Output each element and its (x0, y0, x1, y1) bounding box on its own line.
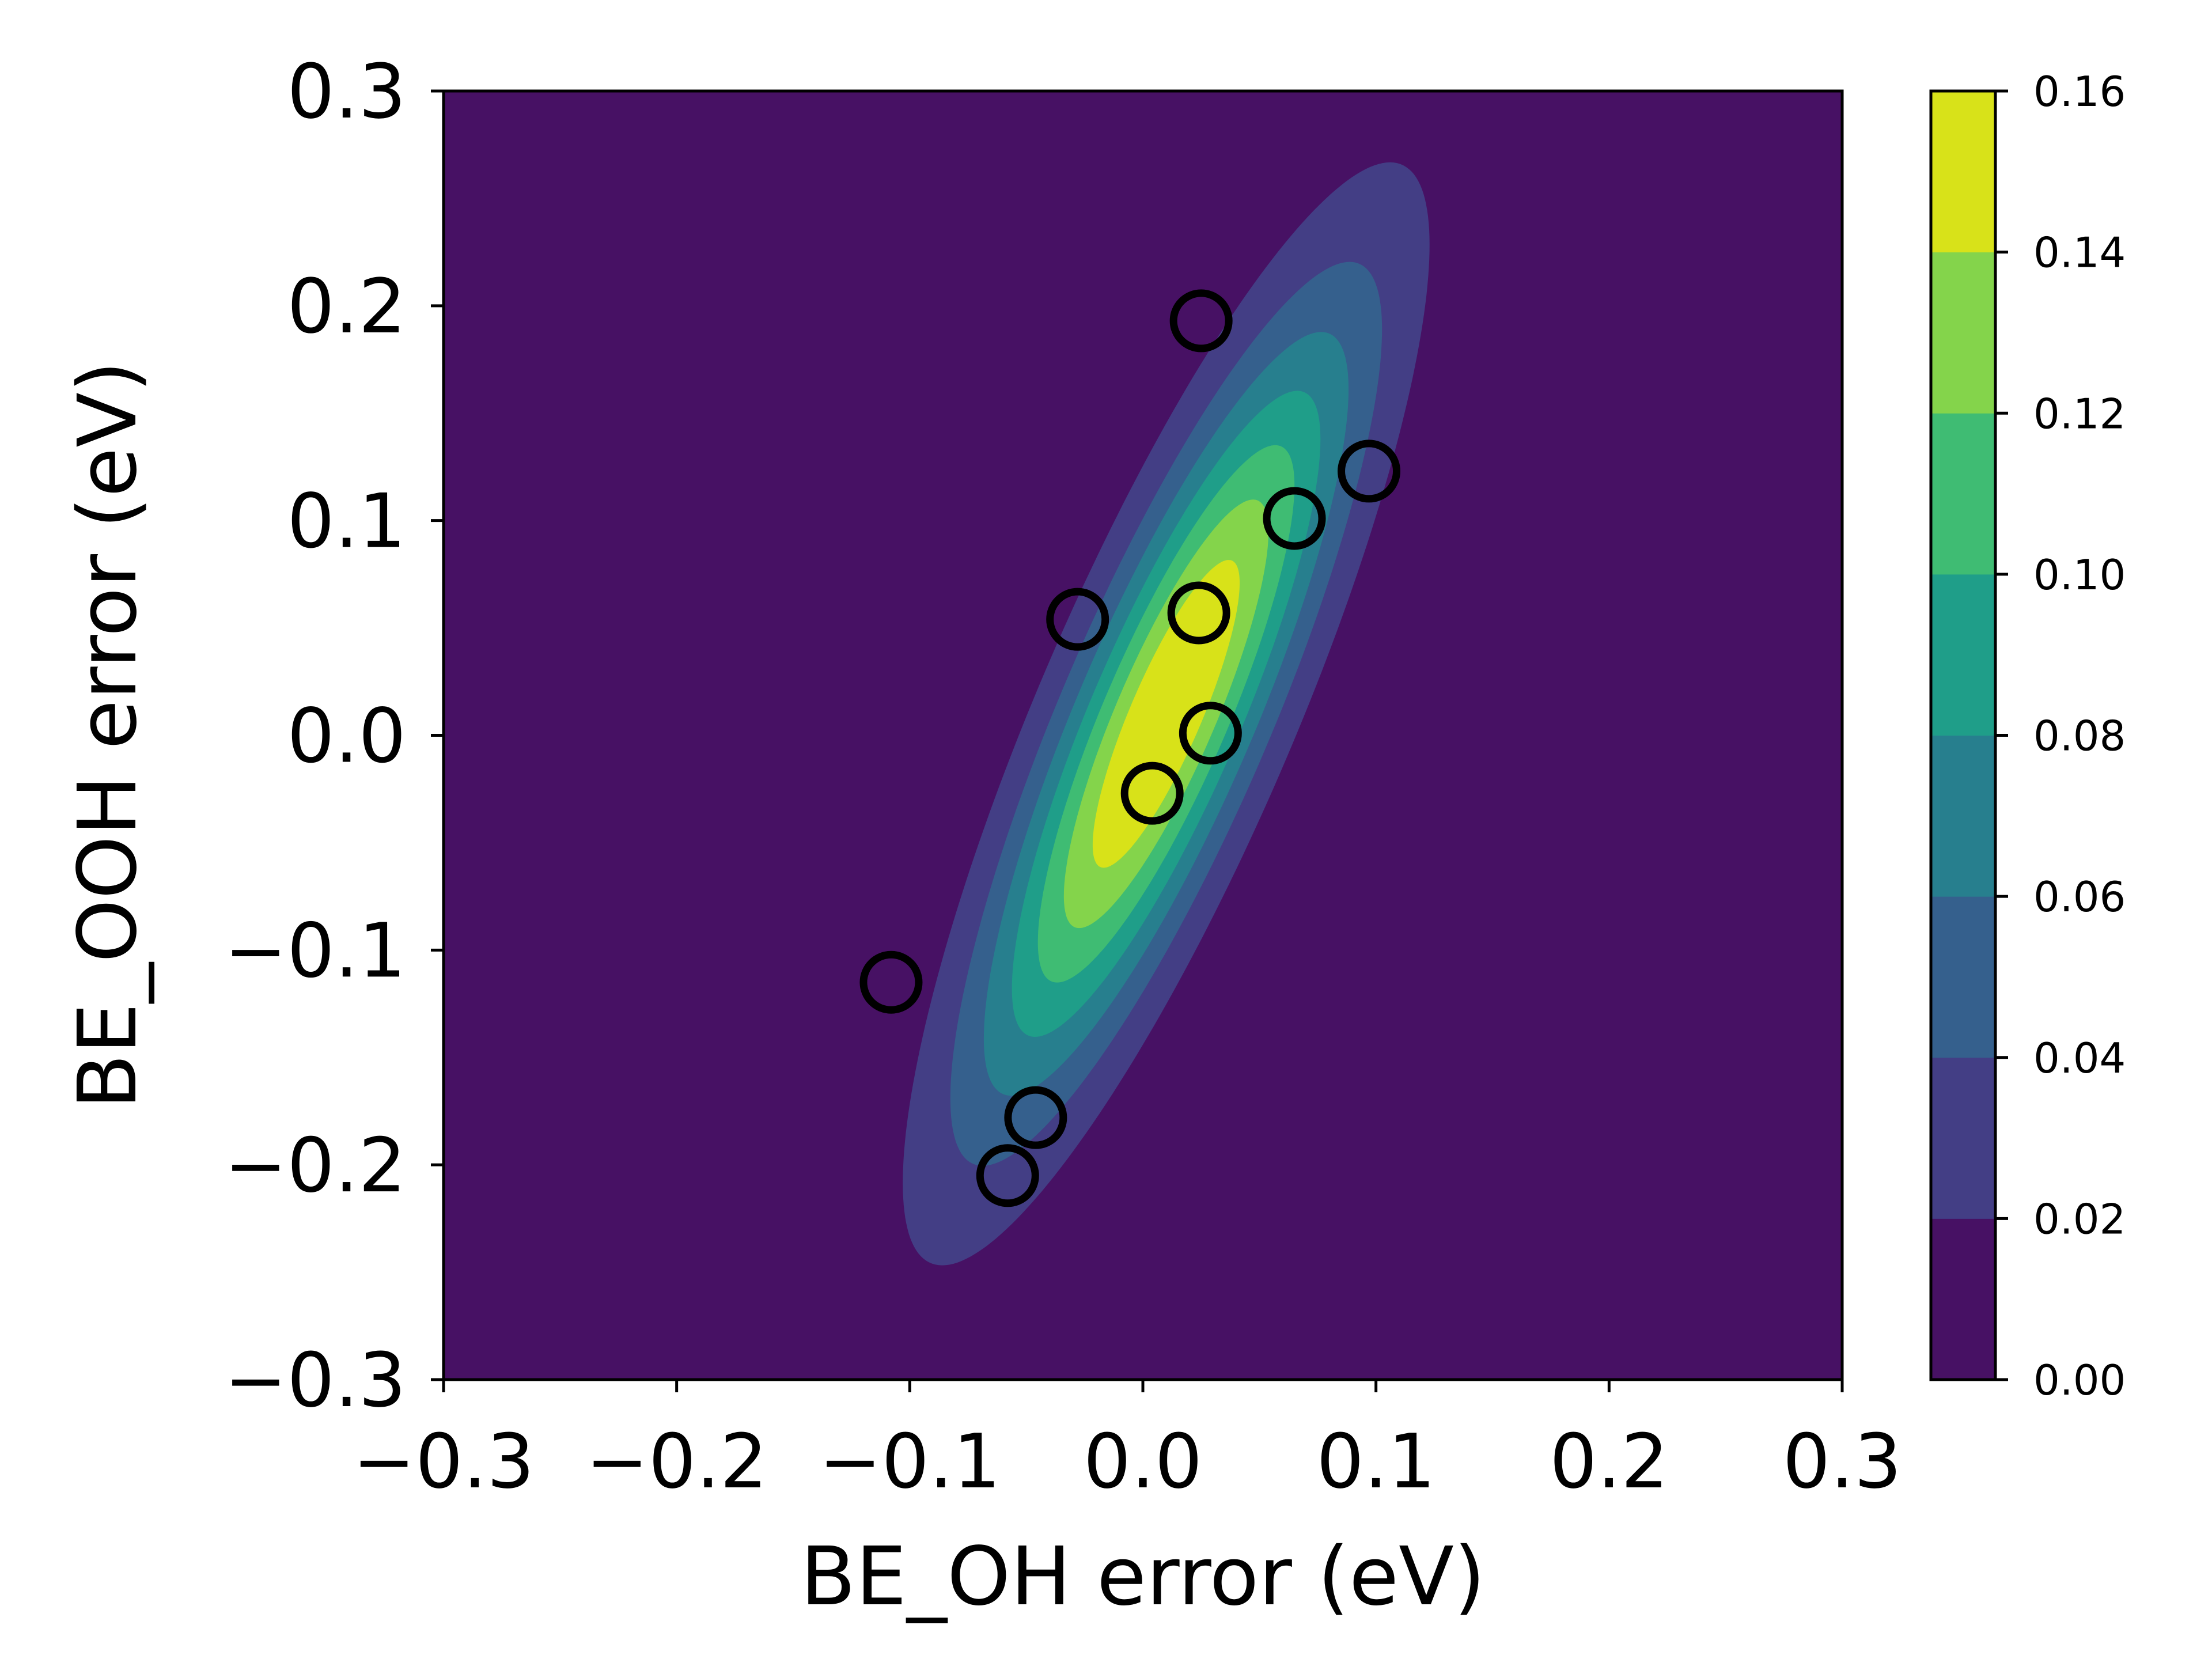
colorbar-tick-label: 0.04 (2033, 1034, 2126, 1082)
y-tick-label: −0.2 (224, 1122, 406, 1209)
x-tick-label: −0.1 (819, 1418, 1001, 1505)
y-axis-label: BE_OOH error (eV) (61, 361, 155, 1109)
colorbar-tick-label: 0.06 (2033, 873, 2126, 921)
colorbar-band (1931, 735, 1995, 897)
contour-fills (903, 162, 1430, 1266)
x-axis: −0.3 −0.2 −0.1 0.0 0.1 0.2 0.3 (353, 1380, 1902, 1505)
x-tick-label: 0.3 (1783, 1418, 1902, 1505)
colorbar (1931, 91, 1995, 1380)
x-tick-label: 0.1 (1316, 1418, 1435, 1505)
y-tick-label: 0.1 (287, 478, 406, 565)
colorbar-tick-label: 0.16 (2033, 67, 2126, 116)
y-tick-label: −0.1 (224, 907, 406, 994)
colorbar-band (1931, 1057, 1995, 1219)
colorbar-band (1931, 1218, 1995, 1380)
x-tick-label: −0.3 (353, 1418, 535, 1505)
data-point (1338, 440, 1401, 503)
colorbar-tick-label: 0.10 (2033, 551, 2126, 599)
colorbar-tick-label: 0.08 (2033, 712, 2126, 760)
data-point (859, 950, 923, 1014)
data-point (1046, 588, 1109, 651)
colorbar-band (1931, 252, 1995, 414)
data-point (1169, 289, 1233, 353)
colorbar-tick-label: 0.02 (2033, 1195, 2126, 1243)
data-point (1263, 487, 1326, 550)
y-axis: −0.3 −0.2 −0.1 0.0 0.1 0.2 0.3 (224, 48, 444, 1424)
data-point (1004, 1086, 1067, 1149)
data-points (859, 289, 1401, 1207)
data-point (1179, 702, 1242, 765)
colorbar-tick-label: 0.14 (2033, 229, 2126, 277)
y-tick-label: 0.3 (287, 48, 406, 135)
x-tick-label: 0.2 (1550, 1418, 1669, 1505)
y-tick-label: 0.2 (287, 263, 406, 350)
colorbar-band (1931, 896, 1995, 1058)
x-axis-label: BE_OH error (eV) (800, 1530, 1485, 1624)
colorbar-ticks: 0.00 0.02 0.04 0.06 0.08 0.10 0.12 0.14 0.16 (1995, 67, 2126, 1404)
data-point (976, 1144, 1039, 1207)
colorbar-tick-label: 0.00 (2033, 1356, 2126, 1404)
x-tick-label: 0.0 (1084, 1418, 1203, 1505)
y-tick-label: 0.0 (287, 692, 406, 780)
y-tick-label: −0.3 (224, 1336, 406, 1424)
data-point (1120, 762, 1184, 825)
data-point (1167, 581, 1230, 645)
colorbar-band (1931, 91, 1995, 253)
x-tick-label: −0.2 (586, 1418, 768, 1505)
colorbar-band (1931, 413, 1995, 575)
colorbar-tick-label: 0.12 (2033, 389, 2126, 438)
colorbar-band (1931, 574, 1995, 736)
